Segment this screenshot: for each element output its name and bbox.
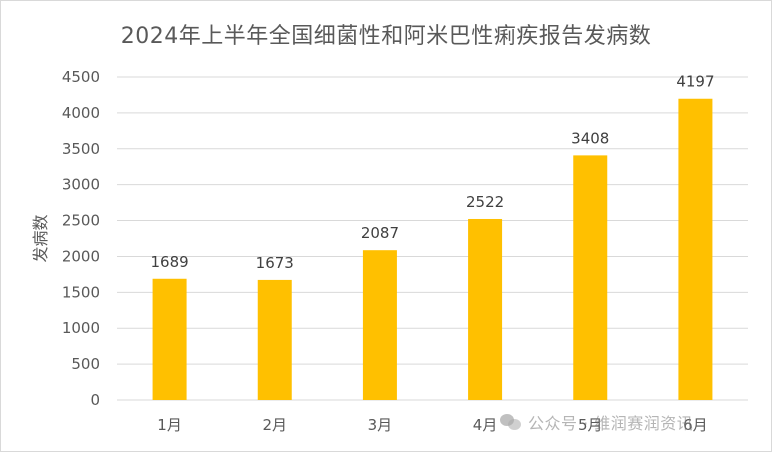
x-tick-label: 5月	[578, 416, 603, 434]
bar	[468, 218, 503, 400]
y-tick-label: 2000	[62, 247, 100, 265]
x-tick-label: 3月	[368, 416, 393, 434]
x-tick-label: 1月	[157, 416, 182, 434]
data-label: 2087	[361, 224, 399, 242]
data-label: 3408	[571, 129, 609, 147]
bar	[362, 250, 397, 400]
y-tick-label: 2500	[62, 212, 100, 230]
y-tick-label: 500	[71, 355, 100, 373]
y-tick-label: 1000	[62, 319, 100, 337]
y-tick-label: 1500	[62, 283, 100, 301]
data-label: 4197	[676, 73, 714, 91]
data-label: 2522	[466, 193, 504, 211]
x-tick-label: 2月	[262, 416, 287, 434]
y-tick-label: 4000	[62, 104, 100, 122]
x-tick-label: 4月	[473, 416, 498, 434]
bar	[152, 278, 187, 400]
data-label: 1673	[256, 254, 294, 272]
y-tick-label: 3500	[62, 140, 100, 158]
bar	[678, 98, 713, 401]
x-tick-label: 6月	[683, 416, 708, 434]
gridlines	[117, 76, 748, 401]
y-tick-label: 3000	[62, 176, 100, 194]
bar	[573, 155, 608, 400]
watermark-text: 公众号 · 维润赛润资讯	[528, 414, 694, 433]
y-tick-label: 4500	[62, 68, 100, 86]
bars	[152, 98, 713, 401]
chart-title: 2024年上半年全国细菌性和阿米巴性痢疾报告发病数	[120, 24, 652, 49]
data-label: 1689	[150, 253, 188, 271]
y-axis-label: 发病数	[31, 214, 50, 262]
bar	[257, 279, 292, 400]
y-axis-ticks: 0 500 1000 1500 2000 2500 3000 3500 4000 4500	[62, 68, 100, 409]
wechat-icon	[500, 413, 522, 431]
watermark: 公众号 · 维润赛润资讯	[500, 410, 693, 434]
y-tick-label: 0	[90, 391, 100, 409]
x-axis-ticks: 1月 2月 3月 4月 5月 6月	[157, 416, 707, 434]
data-labels: 1689 1673 2087 2522 3408 4197	[150, 73, 714, 272]
